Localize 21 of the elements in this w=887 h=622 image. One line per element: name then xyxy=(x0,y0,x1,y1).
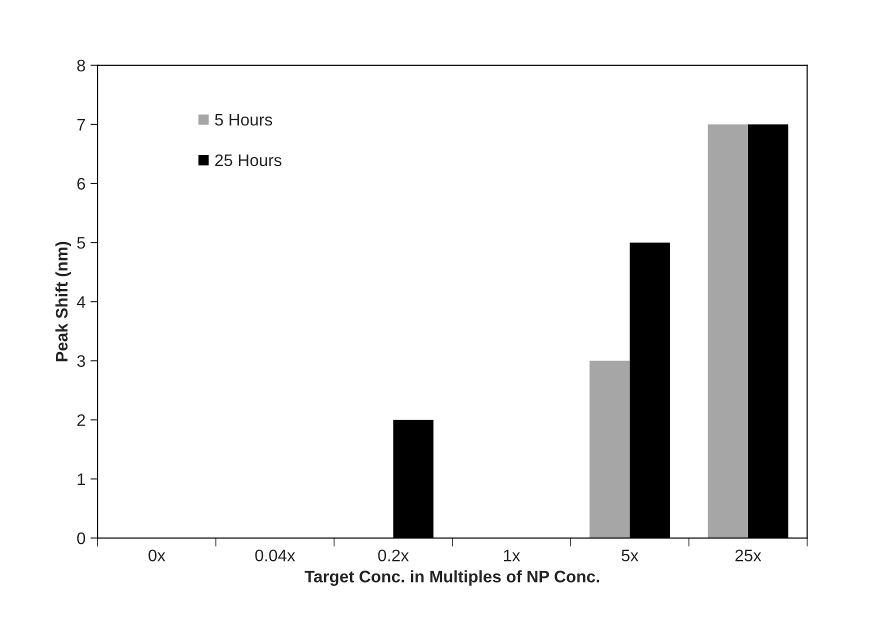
bar xyxy=(590,360,630,538)
x-tick-label: 0.04x xyxy=(255,550,296,562)
x-tick-label: 5x xyxy=(622,550,638,562)
y-tick-label: 1 xyxy=(78,474,85,485)
y-tick-label: 7 xyxy=(77,118,85,130)
bar xyxy=(708,124,748,538)
x-axis-title: Target Conc. in Multiples of NP Conc. xyxy=(304,570,600,586)
y-axis-title: Peak Shift (nm) xyxy=(55,242,71,362)
y-tick-label: 6 xyxy=(77,178,86,190)
y-tick-label: 2 xyxy=(77,414,85,426)
y-tick-label: 8 xyxy=(77,60,86,72)
legend-label: 5 Hours xyxy=(215,114,272,126)
legend-label: 25 Hours xyxy=(215,154,282,166)
x-tick-label: 25x xyxy=(735,550,762,562)
x-tick-label: 1x xyxy=(504,550,520,562)
x-tick-label: 0.2x xyxy=(378,550,409,562)
y-tick-label: 4 xyxy=(76,296,86,308)
y-tick-label: 3 xyxy=(77,355,86,367)
y-tick-label: 0 xyxy=(77,532,86,544)
x-tick-label: 0x xyxy=(148,550,166,562)
y-tick-label: 5 xyxy=(77,237,86,249)
